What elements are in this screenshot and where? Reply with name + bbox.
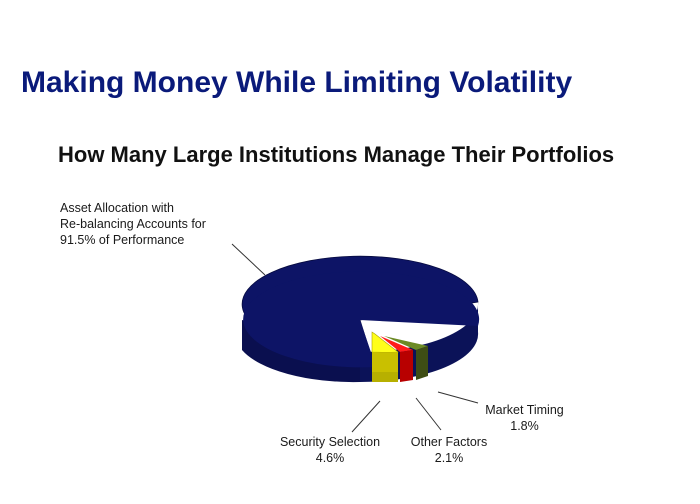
slice-label-security-value: 4.6%	[315, 451, 345, 465]
slice-label-asset-line1: Asset Allocation with	[60, 201, 174, 215]
pie-slice-market-timing	[384, 336, 428, 380]
slice-label-market-value: 1.8%	[510, 419, 539, 433]
slice-label-asset-line3: 91.5% of Performance	[60, 233, 185, 247]
slice-label-asset-line2: Re-balancing Accounts for	[60, 217, 206, 231]
pie-slice-asset-allocation-top	[243, 271, 480, 368]
chart-title: How Many Large Institutions Manage Their…	[58, 142, 615, 167]
pie-slice-other-factors	[380, 336, 413, 382]
slice-label-security-selection: Security Selection 4.6%	[275, 434, 385, 466]
slice-label-market-timing: Market Timing 1.8%	[482, 402, 567, 434]
pie-slice-security-selection	[371, 331, 399, 382]
leader-line-other	[415, 397, 442, 431]
slice-label-other-name: Other Factors	[410, 435, 488, 449]
slide-title: Making Money While Limiting Volatility	[21, 66, 573, 99]
leader-line-asset	[231, 243, 266, 276]
leader-line-security	[351, 400, 381, 433]
slice-label-other-factors: Other Factors 2.1%	[409, 434, 489, 466]
slice-label-market-name: Market Timing	[485, 403, 564, 417]
slice-label-other-value: 2.1%	[434, 451, 464, 465]
leader-line-market	[437, 391, 479, 404]
slice-label-asset-allocation: Asset Allocation with Re-balancing Accou…	[60, 200, 206, 248]
slice-label-security-name: Security Selection	[279, 435, 381, 449]
